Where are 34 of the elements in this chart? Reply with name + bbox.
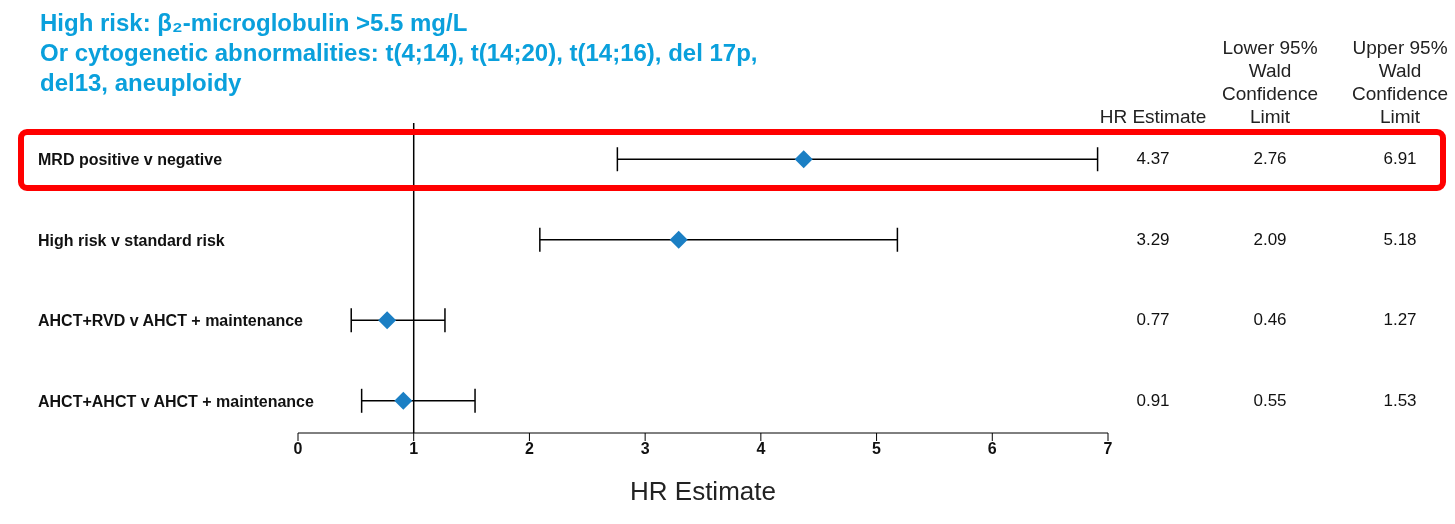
text: Upper 95% Wald Confidence Limit <box>1350 36 1450 128</box>
x-tick-label: 4 <box>756 440 766 458</box>
text: 0.55 <box>1252 389 1288 412</box>
x-tick-label: 1 <box>409 440 419 458</box>
point <box>394 391 413 410</box>
data-label: 4.37 <box>1135 148 1171 171</box>
y-tick-label: High risk v standard risk <box>38 231 225 249</box>
y-tick-label: MRD positive v negative <box>38 151 223 169</box>
point <box>378 311 397 330</box>
data-label: 0.91 <box>1135 389 1171 412</box>
x-tick-label: 2 <box>524 440 534 458</box>
point <box>794 150 813 169</box>
data-label: 3.29 <box>1135 228 1171 251</box>
text: 1.27 <box>1382 309 1418 332</box>
x-tick-label: 5 <box>872 440 882 458</box>
y-tick-label: AHCT+AHCT v AHCT + maintenance <box>38 392 314 410</box>
text: 2.76 <box>1252 148 1288 171</box>
text: 0.46 <box>1252 309 1288 332</box>
chart-subtitle: Or cytogenetic abnormalities: t(4;14), t(14;20), t(14;16), del 17p, del13, aneuploidy <box>40 38 759 98</box>
text: 1.53 <box>1382 389 1418 412</box>
x-tick-label: 6 <box>987 440 997 458</box>
annotation: HR Estimate <box>1098 105 1208 128</box>
text: 6.91 <box>1382 148 1418 171</box>
text: 2.09 <box>1252 228 1288 251</box>
x-axis-title: HR Estimate <box>630 476 776 506</box>
x-tick-label: 7 <box>1103 440 1113 458</box>
x-tick-label: 3 <box>640 440 650 458</box>
data-label: 0.77 <box>1135 309 1171 332</box>
text: 5.18 <box>1382 228 1418 251</box>
chart-title: High risk: β₂-microglobulin >5.5 mg/L <box>40 8 469 38</box>
y-tick-label: AHCT+RVD v AHCT + maintenance <box>38 312 304 330</box>
point <box>669 230 688 249</box>
x-tick-label: 0 <box>293 440 303 458</box>
text: Lower 95% Wald Confidence Limit <box>1220 36 1320 128</box>
